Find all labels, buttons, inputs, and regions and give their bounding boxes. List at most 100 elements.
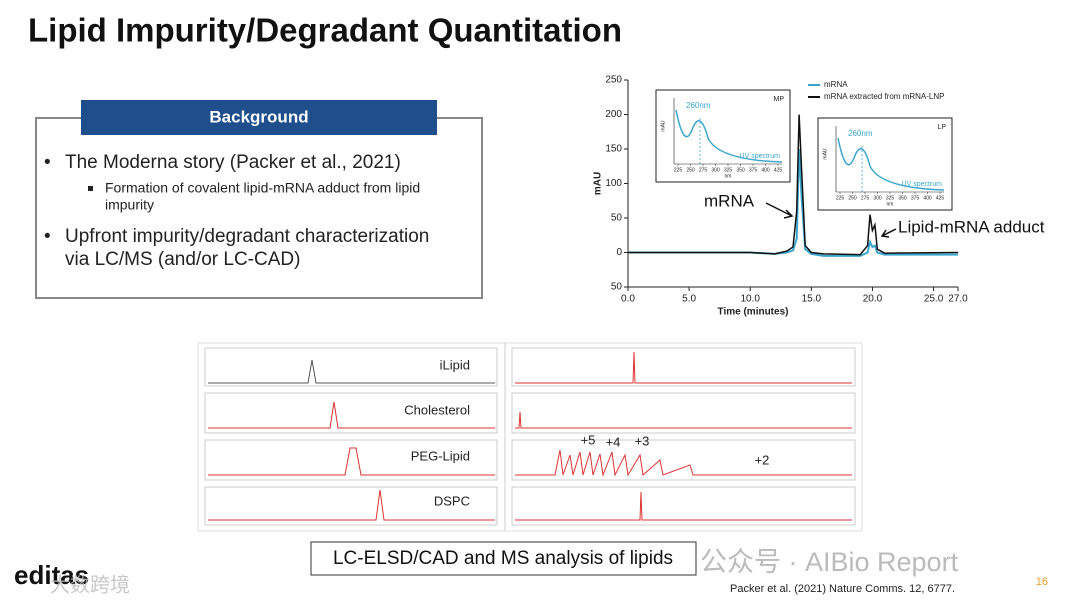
sub-bullet-text: Formation of covalent lipid-mRNA adduct … [105,180,420,196]
arrow [765,202,794,219]
trace [515,351,852,384]
slide-title: Lipid Impurity/Degradant Quantitation [28,12,622,49]
inset-tick-label: 375 [749,167,758,173]
lipid-label: PEG-Lipid [411,448,470,463]
background-heading: Background [209,107,308,126]
inset-frame [817,117,953,211]
panel [204,486,498,526]
inset-frame [655,89,791,183]
x-tick-label: 15.0 [802,294,822,305]
legend-label: mRNA [824,80,848,89]
inset-tick-label: 375 [911,195,920,201]
y-axis-label: mAU [593,172,604,195]
inset-tick-label: 300 [873,195,882,201]
page-number: 16 [1036,576,1048,588]
inset-tick-label: 275 [699,167,708,173]
bullet: • [44,226,51,247]
sub-bullet-text: impurity [105,197,154,213]
y-tick-label: 250 [605,75,622,86]
inset-x-label: nm [887,201,894,207]
inset-spectrum [675,109,783,163]
x-axis-label: Time (minutes) [718,307,789,318]
panel [204,439,498,481]
x-tick-label: 20.0 [863,294,883,305]
charge-state: +5 [581,432,596,447]
inset-y-label: mAU [822,148,828,160]
y-tick-label: 200 [605,109,622,120]
arrow [880,228,897,238]
y-tick-label: 50 [611,213,623,224]
panel [511,439,856,481]
bullet-text: Upfront impurity/degradant characterizat… [65,226,429,247]
inset-y-label: mAU [660,120,666,132]
reference: Packer et al. (2021) Nature Comms. 12, 6… [730,583,955,595]
inset-x-label: nm [725,173,732,179]
inset-peak: 260nm [848,129,873,138]
panel [511,486,856,526]
lipid-label: iLipid [440,357,470,372]
bullet: • [44,152,51,173]
panel [511,347,856,387]
sub-bullet [88,186,93,191]
bullet-text: The Moderna story (Packer et al., 2021) [65,152,401,173]
inset-tick-label: 350 [736,167,745,173]
lipid-figure: iLipid Cholesterol PEG-Lipid DSPC +5 +4 … [197,342,863,532]
y-tick-label: 50 [611,282,623,293]
inset-tag: LP [937,124,946,131]
inset-caption: UV spectrum [902,181,943,188]
inset-tick-label: 400 [923,195,932,201]
y-tick-label: 100 [605,178,622,189]
lipid-label: Cholesterol [404,402,470,417]
watermark: 公众号 · AIBio Report [700,547,959,577]
inset-tick-label: 400 [761,167,770,173]
panel [204,347,498,387]
inset-tick-label: 325 [724,167,733,173]
lipid-label: DSPC [434,493,470,508]
y-tick-label: 150 [605,144,622,155]
inset-spectrum [837,137,945,191]
inset-tick-label: 350 [898,195,907,201]
x-tick-label: 27.0 [948,294,968,305]
inset-tick-label: 300 [711,167,720,173]
background-box [35,117,483,299]
inset-tick-label: 225 [674,167,683,173]
watermark: 大数跨境 [50,573,130,596]
annotation: mRNA [704,191,755,210]
figure-frame [197,342,863,532]
inset-tick-label: 325 [886,195,895,201]
panel [511,392,856,434]
caption-box [310,541,697,576]
logo: editas [14,560,89,590]
inset-tick-label: 225 [836,195,845,201]
inset-tick-label: 425 [774,167,783,173]
charge-state: +2 [755,452,770,467]
x-tick-label: 10.0 [740,294,760,305]
inset-tick-label: 425 [936,195,945,201]
inset-tick-label: 275 [861,195,870,201]
charge-state: +4 [606,434,621,449]
inset-tick-label: 250 [686,167,695,173]
inset-tag: MP [774,96,785,103]
series-line [628,114,959,256]
figure-caption: LC-ELSD/CAD and MS analysis of lipids [333,548,673,569]
legend-label: mRNA extracted from mRNA-LNP [824,92,944,101]
bullet-text: via LC/MS (and/or LC-CAD) [65,249,300,270]
trace [208,447,495,476]
inset-peak: 260nm [686,101,711,110]
inset-caption: UV spectrum [740,153,781,160]
trace [208,359,495,384]
trace [515,411,852,429]
x-tick-label: 5.0 [682,294,696,305]
trace [208,401,495,429]
panel [204,392,498,434]
annotation: Lipid-mRNA adduct [898,217,1045,236]
trace [515,449,852,477]
background-heading-bar [81,100,437,135]
y-tick-label: 0 [616,247,622,258]
charge-state: +3 [635,433,650,448]
trace [208,489,495,521]
x-tick-label: 0.0 [621,294,635,305]
